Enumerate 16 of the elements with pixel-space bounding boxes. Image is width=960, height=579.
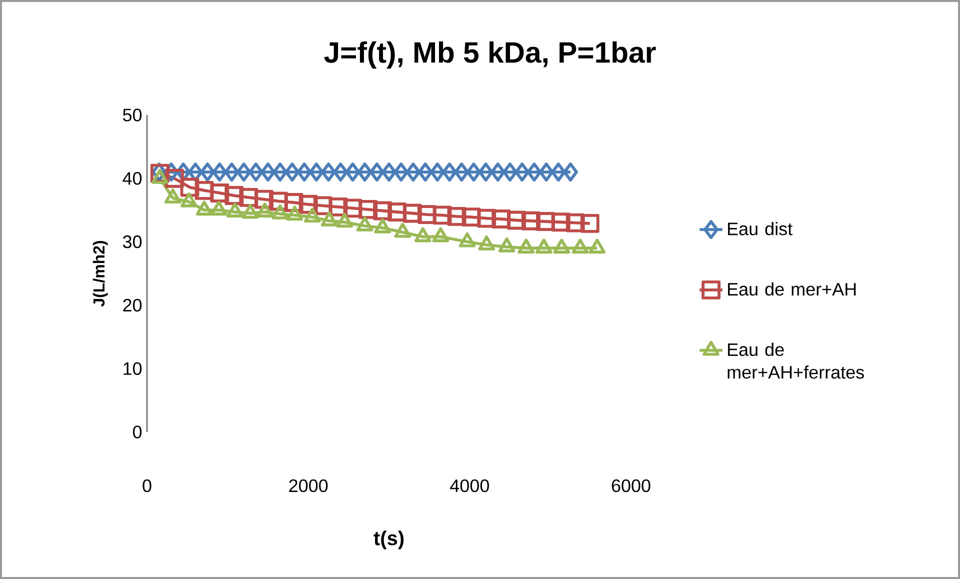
y-tick-label: 50 (122, 108, 142, 122)
x-tick-label: 4000 (450, 479, 489, 492)
x-tick-label: 2000 (289, 479, 328, 492)
x-axis-title: t(s) (374, 530, 404, 550)
x-tick-label: 6000 (612, 479, 650, 492)
y-tick-label: 10 (124, 362, 142, 375)
y-tick-label: 20 (123, 298, 142, 312)
y-tick-label: 0 (132, 426, 142, 438)
y-axis-title: J(L/mh2) (92, 240, 108, 307)
y-tick-label: 30 (122, 235, 142, 248)
chart-title: J=f(t), Mb 5 kDa, P=1bar (324, 41, 656, 69)
legend-label: Eau de mer+AH (728, 282, 856, 296)
legend-label: Eau dist (728, 222, 792, 236)
y-tick-label: 40 (122, 172, 142, 185)
legend-label: Eau de mer+AH+ferrates (728, 342, 864, 379)
x-tick-label: 0 (142, 479, 152, 492)
